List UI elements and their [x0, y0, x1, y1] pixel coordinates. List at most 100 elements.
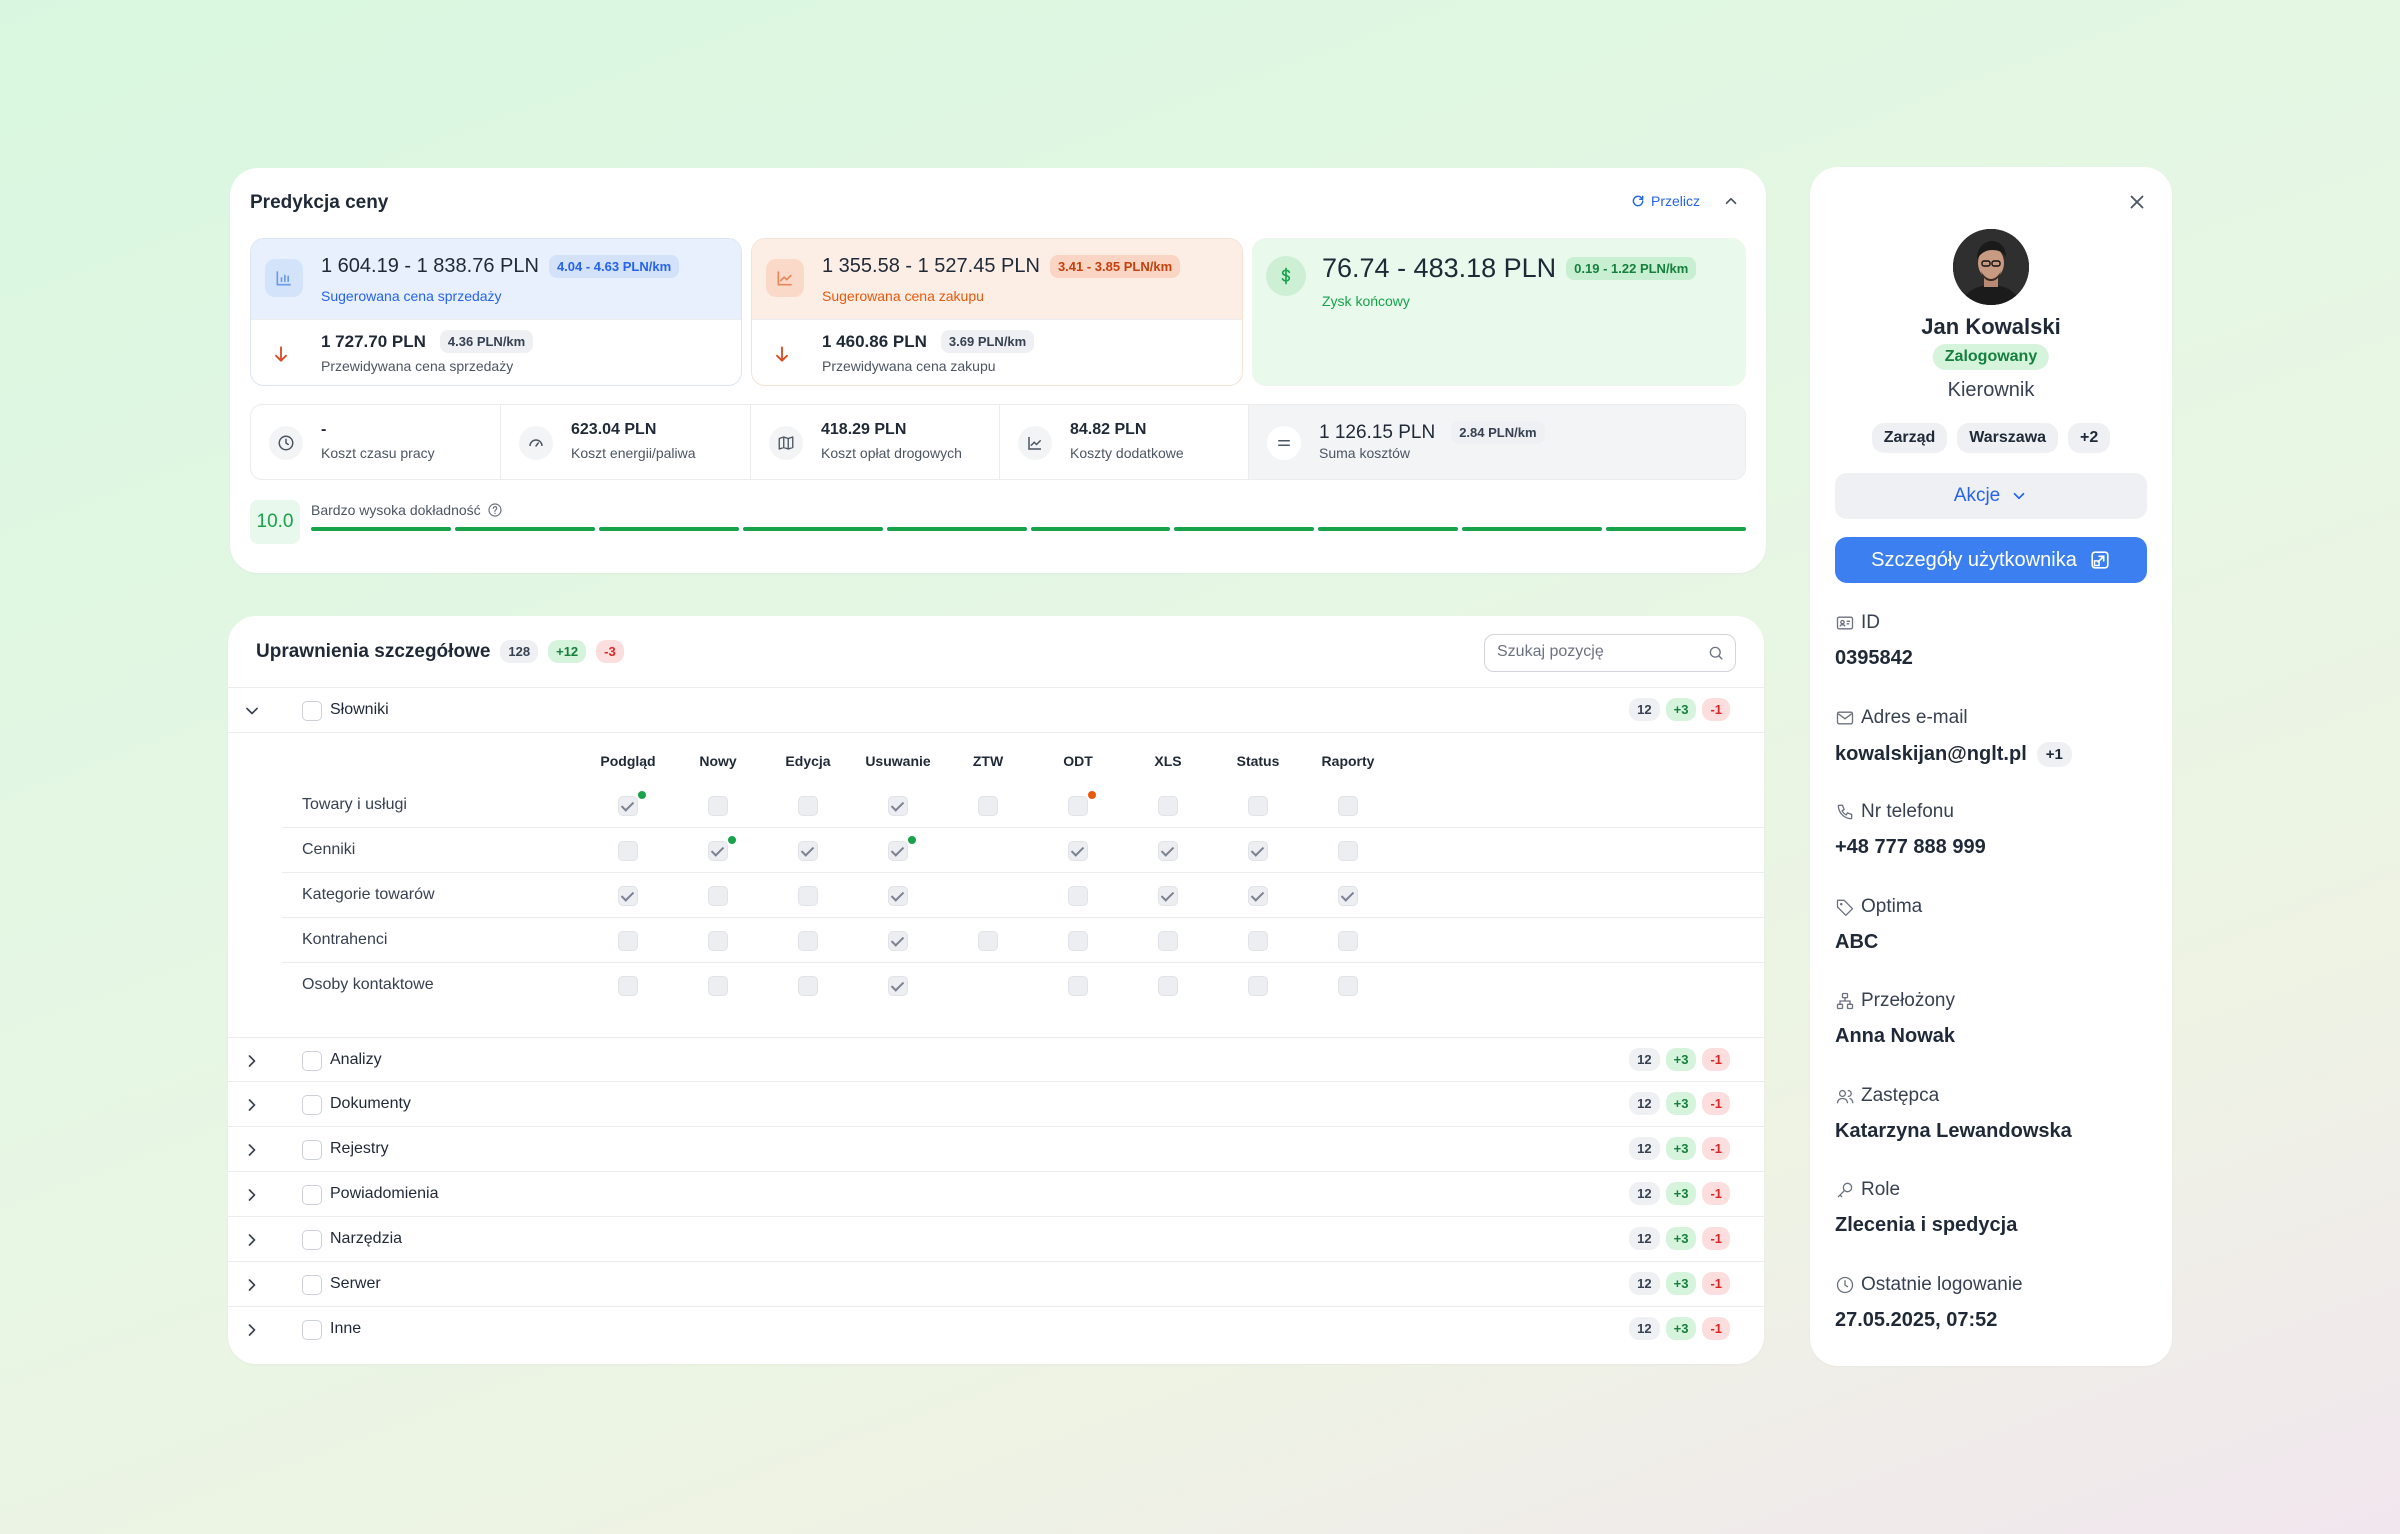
permission-checkbox[interactable]	[708, 841, 728, 861]
permission-checkbox[interactable]	[978, 931, 998, 951]
permission-checkbox[interactable]	[888, 886, 908, 906]
recalculate-button[interactable]: Przelicz	[1631, 193, 1700, 209]
permission-checkbox[interactable]	[618, 976, 638, 996]
group-row[interactable]: Inne 12 +3 -1	[228, 1307, 1764, 1352]
group-removed: -1	[1702, 1137, 1730, 1160]
accuracy-indicator: 10.0 Bardzo wysoka dokładność	[250, 500, 1747, 544]
permission-checkbox[interactable]	[1158, 976, 1178, 996]
permission-checkbox[interactable]	[1338, 796, 1358, 816]
group-row[interactable]: Dokumenty 12 +3 -1	[228, 1082, 1764, 1127]
group-row[interactable]: Powiadomienia 12 +3 -1	[228, 1172, 1764, 1217]
chevron-right-icon[interactable]	[242, 1185, 262, 1205]
chevron-right-icon[interactable]	[242, 1051, 262, 1071]
permission-checkbox[interactable]	[1248, 796, 1268, 816]
key-icon	[1837, 1182, 1853, 1198]
permission-checkbox[interactable]	[798, 796, 818, 816]
group-added: +3	[1665, 1272, 1697, 1295]
user-tag: Warszawa	[1957, 423, 2059, 453]
predicted-purchase-label: Przewidywana cena zakupu	[822, 358, 996, 374]
permission-checkbox[interactable]	[1248, 841, 1268, 861]
permission-checkbox[interactable]	[708, 976, 728, 996]
group-label: Narzędzia	[330, 1230, 403, 1247]
chevron-down-icon[interactable]	[242, 701, 262, 721]
chevron-right-icon[interactable]	[242, 1275, 262, 1295]
permission-checkbox[interactable]	[1158, 886, 1178, 906]
cost-item-tolls: 418.29 PLN Koszt opłat drogowych	[751, 405, 1000, 479]
permission-checkbox[interactable]	[1158, 931, 1178, 951]
chevron-right-icon[interactable]	[242, 1095, 262, 1115]
chevron-right-icon[interactable]	[242, 1320, 262, 1340]
permission-checkbox[interactable]	[1338, 976, 1358, 996]
permission-checkbox[interactable]	[1248, 931, 1268, 951]
added-count-badge: +12	[548, 640, 587, 663]
permission-checkbox[interactable]	[618, 796, 638, 816]
permission-checkbox[interactable]	[798, 841, 818, 861]
permission-checkbox[interactable]	[1068, 931, 1088, 951]
more-tags-badge[interactable]: +2	[2068, 423, 2111, 453]
permission-checkbox[interactable]	[1068, 841, 1088, 861]
permission-checkbox[interactable]	[1068, 886, 1088, 906]
permission-checkbox[interactable]	[708, 886, 728, 906]
permission-checkbox[interactable]	[708, 931, 728, 951]
group-row[interactable]: Rejestry 12 +3 -1	[228, 1127, 1764, 1172]
group-checkbox[interactable]	[302, 1095, 322, 1115]
chevron-right-icon[interactable]	[242, 1230, 262, 1250]
permission-checkbox[interactable]	[618, 886, 638, 906]
column-header: Status	[1236, 753, 1280, 769]
permission-row: Osoby kontaktowe	[282, 963, 1764, 1008]
permission-checkbox[interactable]	[1338, 931, 1358, 951]
permission-checkbox[interactable]	[1248, 886, 1268, 906]
permission-checkbox[interactable]	[1158, 841, 1178, 861]
search-icon[interactable]	[1707, 644, 1725, 662]
permission-checkbox[interactable]	[618, 931, 638, 951]
actions-dropdown-button[interactable]: Akcje	[1835, 473, 2147, 519]
permission-checkbox[interactable]	[1068, 976, 1088, 996]
permission-checkbox[interactable]	[1068, 796, 1088, 816]
group-row[interactable]: Serwer 12 +3 -1	[228, 1262, 1764, 1307]
group-checkbox[interactable]	[302, 1051, 322, 1071]
cost-label: Koszt opłat drogowych	[821, 445, 962, 461]
group-row[interactable]: Narzędzia 12 +3 -1	[228, 1217, 1764, 1262]
accuracy-segment	[1030, 527, 1171, 531]
collapse-chevron-up-icon[interactable]	[1722, 192, 1740, 210]
group-row[interactable]: Analizy 12 +3 -1	[228, 1037, 1764, 1082]
accuracy-segment	[742, 527, 883, 531]
column-header: Edycja	[785, 753, 831, 769]
group-removed: -1	[1702, 1048, 1730, 1071]
permission-checkbox[interactable]	[978, 796, 998, 816]
permission-checkbox[interactable]	[888, 796, 908, 816]
close-icon[interactable]	[2126, 191, 2148, 213]
chevron-right-icon[interactable]	[242, 1140, 262, 1160]
group-checkbox[interactable]	[302, 1275, 322, 1295]
permission-checkbox[interactable]	[1338, 886, 1358, 906]
permission-checkbox[interactable]	[708, 796, 728, 816]
permission-checkbox[interactable]	[1338, 841, 1358, 861]
profit-label: Zysk końcowy	[1322, 293, 1410, 309]
permission-checkbox[interactable]	[798, 931, 818, 951]
group-added: +3	[1665, 1092, 1697, 1115]
permission-checkbox[interactable]	[1248, 976, 1268, 996]
group-checkbox[interactable]	[302, 1140, 322, 1160]
group-checkbox[interactable]	[302, 1230, 322, 1250]
accuracy-segment	[1462, 527, 1603, 531]
help-icon[interactable]	[487, 502, 503, 518]
accuracy-label: Bardzo wysoka dokładność	[311, 502, 481, 518]
permission-checkbox[interactable]	[798, 886, 818, 906]
external-link-icon	[2091, 551, 2109, 569]
group-row-expanded[interactable]: Słowniki 12 +3 -1	[228, 688, 1764, 733]
search-input[interactable]	[1497, 635, 1697, 669]
permission-checkbox[interactable]	[798, 976, 818, 996]
permission-checkbox[interactable]	[888, 931, 908, 951]
group-checkbox[interactable]	[302, 1320, 322, 1340]
permission-checkbox[interactable]	[888, 841, 908, 861]
cost-label: Koszt czasu pracy	[321, 445, 435, 461]
user-details-button[interactable]: Szczegóły użytkownika	[1835, 537, 2147, 583]
more-emails-badge[interactable]: +1	[2036, 741, 2072, 767]
group-checkbox[interactable]	[302, 701, 322, 721]
permission-checkbox[interactable]	[888, 976, 908, 996]
group-checkbox[interactable]	[302, 1185, 322, 1205]
change-indicator-dot	[728, 836, 736, 844]
cost-value: 418.29 PLN	[821, 421, 907, 438]
permission-checkbox[interactable]	[618, 841, 638, 861]
permission-checkbox[interactable]	[1158, 796, 1178, 816]
